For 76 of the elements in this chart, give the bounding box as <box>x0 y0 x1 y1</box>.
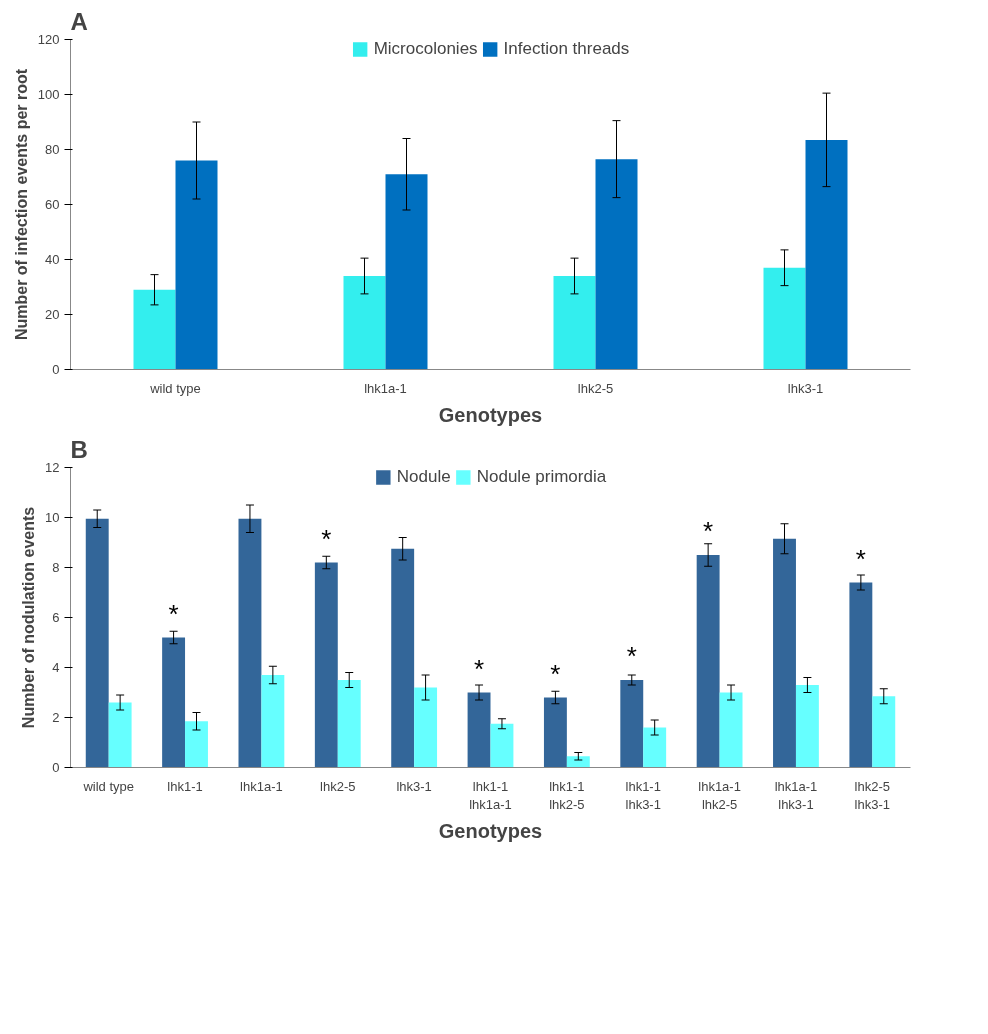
y-tick-label: 0 <box>52 362 60 377</box>
annotation: * <box>626 641 637 671</box>
bar <box>414 687 438 768</box>
bar <box>261 675 285 768</box>
bar <box>595 159 638 370</box>
x-tick-label: wild type <box>149 380 201 396</box>
bar <box>162 637 186 768</box>
y-tick-label: 80 <box>45 142 60 157</box>
bar <box>490 723 514 768</box>
x-tick-label: lhk2-5 <box>320 778 356 794</box>
y-tick-label: 10 <box>45 510 60 525</box>
y-axis-title: Number of infection events per root <box>12 68 30 341</box>
y-tick-label: 0 <box>52 760 60 775</box>
x-tick-label: lhk1-1 lhk3-1 <box>625 778 661 812</box>
chart-title: B <box>70 435 88 463</box>
y-tick-label: 20 <box>45 307 60 322</box>
bar <box>795 685 819 768</box>
bar <box>133 289 176 370</box>
y-tick-label: 60 <box>45 197 60 212</box>
bar <box>872 696 896 768</box>
y-tick-label: 8 <box>52 560 60 575</box>
annotation: * <box>703 516 714 546</box>
x-tick-label: lhk1a-1 <box>364 380 407 396</box>
bar <box>391 548 415 768</box>
bar <box>696 555 720 768</box>
bar <box>719 692 743 768</box>
bar <box>314 562 338 768</box>
x-tick-label: lhk2-5 <box>577 380 614 396</box>
bar <box>385 174 428 370</box>
legend-label: Infection threads <box>503 39 630 59</box>
x-tick-label: wild type <box>82 778 134 794</box>
x-tick-label: lhk1-1 lhk2-5 <box>549 778 585 812</box>
bar <box>643 727 667 768</box>
x-tick-label: lhk1a-1 <box>240 778 283 794</box>
bar <box>185 721 208 768</box>
x-tick-label: lhk3-1 <box>787 380 824 396</box>
bar <box>343 276 386 370</box>
bar <box>553 276 596 370</box>
x-axis-title: Genotypes <box>438 819 543 842</box>
x-tick-label: lhk1a-1 lhk3-1 <box>774 778 818 812</box>
annotation: * <box>168 598 179 629</box>
legend-label: Nodule primordia <box>476 467 607 487</box>
y-tick-label: 4 <box>52 660 60 675</box>
chart-title: A <box>70 7 88 35</box>
bar <box>566 756 590 768</box>
annotation: * <box>855 543 866 574</box>
y-tick-label: 2 <box>52 710 60 725</box>
x-tick-label: lhk1a-1 lhk2-5 <box>698 778 741 812</box>
y-axis-title: Number of nodulation events <box>20 506 38 729</box>
bar <box>108 702 132 768</box>
bar <box>773 538 796 768</box>
y-tick-label: 40 <box>45 252 60 267</box>
bar <box>238 518 262 768</box>
y-tick-label: 100 <box>37 87 60 102</box>
x-tick-label: lhk3-1 <box>396 778 432 794</box>
bar <box>543 697 567 768</box>
x-axis-title: Genotypes <box>438 403 543 426</box>
y-tick-label: 6 <box>52 610 60 625</box>
bar <box>337 680 361 768</box>
bar <box>763 267 806 370</box>
annotation: * <box>321 523 332 554</box>
bar <box>85 518 109 768</box>
x-tick-label: lhk2-5 lhk3-1 <box>854 778 891 812</box>
annotation: * <box>473 653 485 684</box>
bar <box>467 692 491 768</box>
bar <box>175 160 218 370</box>
annotation: * <box>550 658 561 689</box>
y-tick-label: 12 <box>45 460 60 475</box>
bar <box>805 139 848 370</box>
legend-label: Nodule <box>396 467 451 487</box>
x-tick-label: lhk1-1 <box>167 778 203 794</box>
y-tick-label: 120 <box>37 32 60 47</box>
bar <box>849 582 873 768</box>
legend-label: Microcolonies <box>373 39 478 59</box>
x-tick-label: lhk1-1 lhk1a-1 <box>469 778 512 812</box>
bar <box>620 680 644 768</box>
